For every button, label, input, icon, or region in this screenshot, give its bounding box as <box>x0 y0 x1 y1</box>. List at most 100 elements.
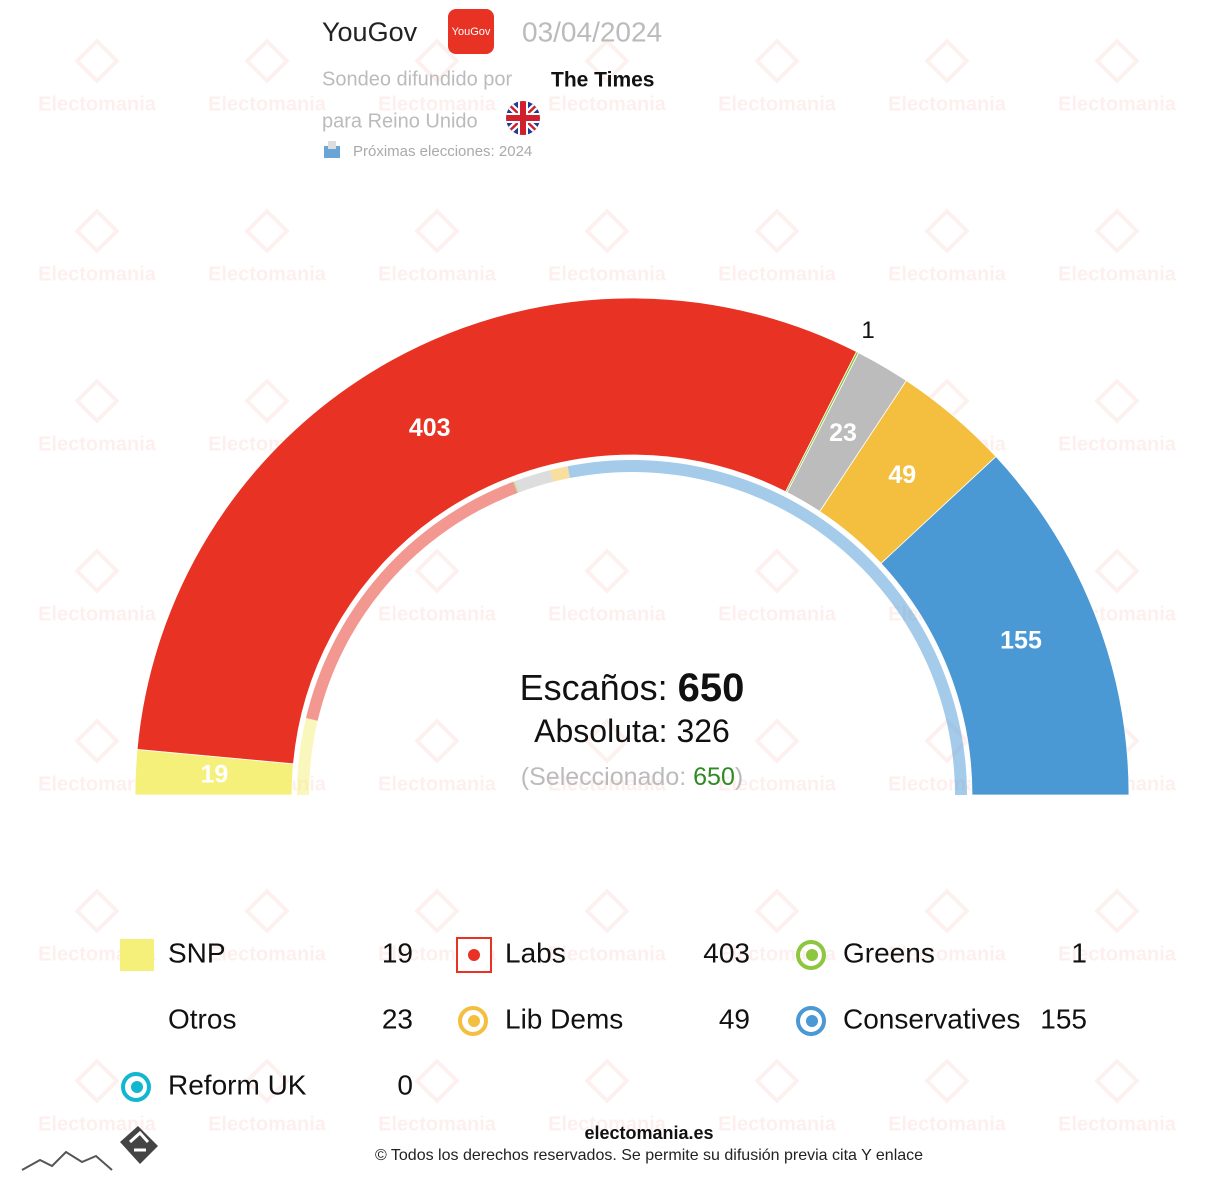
legend-value: 49 <box>719 1003 750 1034</box>
watermark-text: Electomania <box>1058 433 1177 455</box>
seat-label: 19 <box>201 760 229 788</box>
watermark-text: Electomania <box>718 1113 837 1135</box>
watermark: Electomania <box>38 378 157 455</box>
watermark-text: Electomania <box>38 93 157 115</box>
watermark-icon <box>1094 888 1140 934</box>
seat-label: 403 <box>409 414 451 442</box>
legend-value: 19 <box>382 937 413 968</box>
watermark-icon <box>74 378 120 424</box>
watermark-icon <box>584 38 630 84</box>
watermark-icon <box>1094 1058 1140 1104</box>
legend-name: Lib Dems <box>505 1003 623 1034</box>
legend-name: Otros <box>168 1003 236 1034</box>
legend-value: 1 <box>1071 937 1087 968</box>
watermark: Electomania <box>718 1058 837 1135</box>
watermark: Electomania <box>888 208 1007 285</box>
watermark-text: Electomania <box>1058 943 1177 965</box>
watermark-text: Electomania <box>208 943 327 965</box>
watermark-icon <box>414 888 460 934</box>
watermark-icon <box>74 208 120 254</box>
watermark-text: Electomania <box>378 773 497 795</box>
watermark: Electomania <box>378 208 497 285</box>
legend-name: Greens <box>843 937 935 968</box>
pollster: YouGov <box>322 17 418 47</box>
watermark-icon <box>244 208 290 254</box>
watermark-icon <box>244 38 290 84</box>
watermark-icon <box>754 38 800 84</box>
watermark: Electomania <box>378 38 497 115</box>
legend-name: Reform UK <box>168 1069 307 1100</box>
watermark-text: Electomania <box>888 263 1007 285</box>
seat-label: 1 <box>861 317 874 344</box>
watermark-text: Electomania <box>38 773 157 795</box>
previous-segment <box>550 466 570 482</box>
watermark-icon <box>244 378 290 424</box>
watermark-icon <box>414 1058 460 1104</box>
watermark-text: Electomania <box>1058 1113 1177 1135</box>
watermark-text: Electomania <box>378 1113 497 1135</box>
previous-segment <box>514 470 554 493</box>
watermark: Electomania <box>718 208 837 285</box>
selected: (Seleccionado: 650) <box>521 763 743 791</box>
watermark: Electomania <box>38 718 157 795</box>
legend-icon-shape <box>796 940 826 970</box>
watermark: Electomania <box>1058 1058 1177 1135</box>
total-label: Escaños: <box>520 667 668 708</box>
watermark: Electomania <box>208 1058 327 1135</box>
watermark-icon <box>414 718 460 764</box>
pollster-logo <box>448 9 494 54</box>
legend-icon-dot <box>806 949 818 961</box>
watermark: Electomania <box>38 208 157 285</box>
watermark-icon <box>584 888 630 934</box>
legend-icon <box>120 939 154 971</box>
legend-icon-dot <box>468 1015 480 1027</box>
previous-segment <box>513 481 519 493</box>
watermark-text: Electomania <box>888 93 1007 115</box>
legend-value: 403 <box>703 937 750 968</box>
watermark-icon <box>924 1058 970 1104</box>
region: para Reino Unido <box>322 110 478 132</box>
seat-segment <box>880 455 1130 796</box>
majority-value: 326 <box>676 713 729 749</box>
watermark: Electomania <box>38 548 157 625</box>
watermark-text: Electomania <box>378 93 497 115</box>
watermark-icon <box>1094 548 1140 594</box>
legend-value: 155 <box>1040 1003 1087 1034</box>
watermark-icon <box>924 208 970 254</box>
watermark-icon <box>1094 208 1140 254</box>
watermark: Electomania <box>548 1058 667 1135</box>
watermark-text: Electomania <box>1058 93 1177 115</box>
watermark-text: Electomania <box>38 603 157 625</box>
watermark: Electomania <box>378 548 497 625</box>
legend-value: 0 <box>397 1069 413 1100</box>
watermark-icon <box>244 888 290 934</box>
watermark: Electomania <box>548 38 667 115</box>
watermark-icon <box>74 718 120 764</box>
seat-label: 49 <box>888 461 916 489</box>
seat-segment <box>136 297 858 765</box>
watermark: Electomania <box>208 208 327 285</box>
published-by-label: Sondeo difundido por <box>322 68 512 90</box>
watermark-icon <box>414 38 460 84</box>
legend-name: Conservatives <box>843 1003 1020 1034</box>
watermark-icon <box>584 548 630 594</box>
watermark-text: Electomania <box>548 943 667 965</box>
footer-logo <box>21 1126 158 1171</box>
legend-icon-shape <box>458 1006 488 1036</box>
watermark: Electomania <box>718 38 837 115</box>
watermark: Electomania <box>888 888 1007 965</box>
watermark: Electomania <box>208 38 327 115</box>
watermark: Electomania <box>718 548 837 625</box>
legend-icon <box>121 1072 151 1102</box>
watermark-icon <box>414 208 460 254</box>
legend-name: Labs <box>505 937 566 968</box>
watermark-text: Electomania <box>208 263 327 285</box>
watermark-icon <box>584 1058 630 1104</box>
watermark-text: Electomania <box>548 1113 667 1135</box>
published-by: The Times <box>551 69 654 92</box>
watermark: Electomania <box>378 718 497 795</box>
watermark-icon <box>1094 378 1140 424</box>
legend-icon-shape <box>796 1006 826 1036</box>
footer-site: electomania.es <box>584 1123 713 1143</box>
